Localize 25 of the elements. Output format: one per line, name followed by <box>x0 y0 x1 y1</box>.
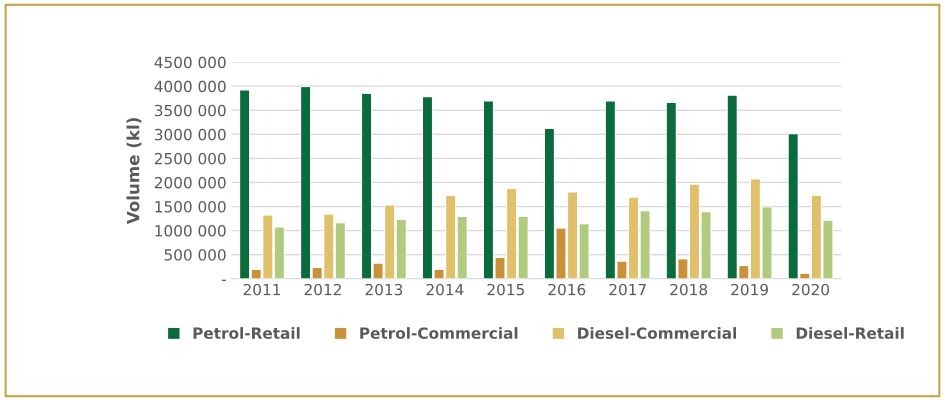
x-tick-label: 2020 <box>792 284 829 296</box>
y-tick-label: 3000 000 <box>154 128 226 140</box>
x-tick-label: 2012 <box>304 284 341 296</box>
x-tick-label: 2019 <box>731 284 768 296</box>
y-tick-label: 1500 000 <box>155 200 226 213</box>
x-tick-label: 2018 <box>670 284 708 296</box>
legend-label: Diesel-Commercial <box>578 327 736 339</box>
x-tick-label: 2013 <box>366 284 402 296</box>
x-tick-label: 2014 <box>426 284 464 296</box>
y-tick-label: - <box>222 280 226 281</box>
y-tick-label: 3500 000 <box>154 104 226 116</box>
y-tick-label: 2000 000 <box>154 176 226 188</box>
y-tick-label: 500 000 <box>164 249 226 261</box>
legend-label: Petrol-Commercial <box>360 327 518 339</box>
y-axis-title: Volume (kl) <box>126 118 142 224</box>
x-tick-label: 2011 <box>244 284 280 296</box>
y-tick-label: 2500 000 <box>154 152 226 164</box>
x-tick-label: 2017 <box>609 284 646 296</box>
legend-label: Petrol-Retail <box>194 327 300 339</box>
x-tick-label: 2015 <box>487 284 524 296</box>
y-tick-label: 4500 000 <box>154 56 226 68</box>
legend-label: Diesel-Retail <box>796 327 904 339</box>
x-tick-label: 2016 <box>548 284 586 296</box>
y-tick-label: 4000 000 <box>154 80 226 92</box>
y-tick-label: 1000 000 <box>155 225 226 237</box>
